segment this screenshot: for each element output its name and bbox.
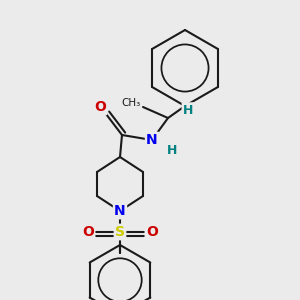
Text: S: S — [115, 225, 125, 239]
Text: H: H — [167, 143, 177, 157]
Text: CH₃: CH₃ — [122, 98, 141, 108]
Text: O: O — [94, 100, 106, 114]
Text: N: N — [146, 133, 158, 147]
Text: H: H — [183, 103, 193, 116]
Text: O: O — [82, 225, 94, 239]
Text: O: O — [146, 225, 158, 239]
Text: N: N — [114, 204, 126, 218]
